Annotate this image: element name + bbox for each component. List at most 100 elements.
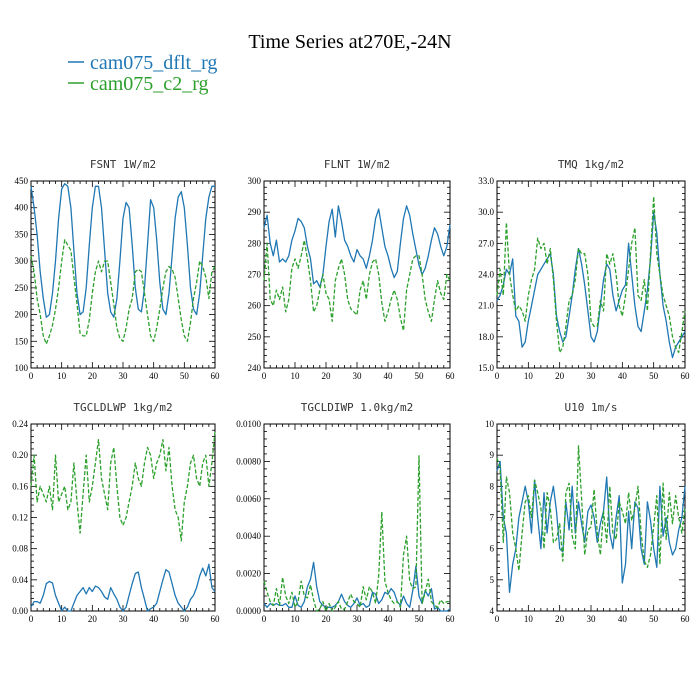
- x-tick-label: 20: [88, 371, 98, 381]
- series-line-0: [30, 183, 215, 318]
- x-tick-label: 0: [495, 614, 500, 624]
- y-tick-label: 15.0: [478, 363, 494, 373]
- x-tick-label: 20: [322, 614, 332, 624]
- panel-title: FSNT 1W/m2: [90, 158, 156, 171]
- y-tick-label: 0.24: [12, 419, 28, 429]
- plot-frame: [30, 423, 216, 612]
- x-tick-label: 10: [524, 371, 534, 381]
- y-tick-label: 24.0: [478, 270, 494, 280]
- legend: cam075_dflt_rg cam075_c2_rg: [68, 52, 217, 95]
- x-tick-label: 30: [587, 614, 597, 624]
- x-tick-label: 60: [446, 371, 456, 381]
- y-tick-label: 30.0: [478, 207, 494, 217]
- y-tick-label: 400: [15, 203, 29, 213]
- x-tick-label: 20: [88, 614, 98, 624]
- x-tick-label: 0: [495, 371, 500, 381]
- x-tick-label: 40: [384, 371, 394, 381]
- y-tick-label: 21.0: [478, 301, 494, 311]
- x-tick-label: 50: [649, 614, 659, 624]
- series-line-1: [30, 239, 216, 345]
- panel-title: TGCLDIWP 1.0kg/m2: [301, 401, 414, 414]
- y-tick-label: 240: [248, 363, 262, 373]
- x-tick-label: 50: [180, 371, 190, 381]
- x-tick-label: 10: [524, 614, 534, 624]
- x-tick-label: 30: [353, 614, 363, 624]
- y-tick-label: 290: [248, 207, 262, 217]
- y-tick-label: 5: [490, 575, 495, 585]
- y-tick-label: 150: [15, 336, 29, 346]
- y-tick-label: 250: [15, 283, 29, 293]
- series-line-1: [496, 195, 686, 354]
- x-tick-label: 30: [353, 371, 363, 381]
- x-tick-label: 20: [555, 614, 565, 624]
- plot-frame: [496, 423, 686, 612]
- x-tick-label: 60: [681, 614, 691, 624]
- series-line-0: [263, 561, 451, 612]
- panel-title: TMQ 1kg/m2: [558, 158, 624, 171]
- x-tick-label: 60: [211, 614, 221, 624]
- y-tick-label: 7: [490, 513, 495, 523]
- y-tick-label: 18.0: [478, 332, 494, 342]
- x-tick-label: 40: [384, 614, 394, 624]
- legend-label-c2: cam075_c2_rg: [90, 73, 209, 95]
- y-tick-label: 350: [15, 229, 29, 239]
- series-line-1: [496, 445, 686, 572]
- panel-title: U10 1m/s: [565, 401, 618, 414]
- x-tick-label: 60: [211, 371, 221, 381]
- x-tick-label: 40: [149, 371, 159, 381]
- x-tick-label: 50: [180, 614, 190, 624]
- x-tick-label: 40: [618, 614, 628, 624]
- series-line-1: [263, 239, 451, 332]
- legend-item-c2: cam075_c2_rg: [68, 73, 209, 95]
- x-tick-label: 30: [119, 371, 129, 381]
- y-tick-label: 0.12: [12, 513, 28, 523]
- y-tick-label: 6: [490, 544, 495, 554]
- legend-label-dflt: cam075_dflt_rg: [90, 52, 217, 74]
- panel-grid: FSNT 1W/m20 10 20 30 40 50 6010015020025030035…: [12, 158, 690, 624]
- series-line-0: [496, 211, 686, 359]
- y-tick-label: 0.20: [12, 450, 28, 460]
- y-tick-label: 0.00: [12, 606, 28, 616]
- y-tick-label: 0.0040: [236, 531, 261, 541]
- y-tick-label: 0.0080: [236, 456, 261, 466]
- x-tick-label: 0: [262, 371, 267, 381]
- y-tick-label: 0.0060: [236, 494, 261, 504]
- y-tick-label: 0.0100: [236, 419, 261, 429]
- series-line-0: [30, 563, 216, 612]
- x-tick-label: 10: [57, 371, 67, 381]
- x-tick-label: 20: [555, 371, 565, 381]
- y-tick-label: 250: [248, 332, 262, 342]
- x-tick-label: 30: [587, 371, 597, 381]
- panel-1: FLNT 1W/m2 0 10 20 30 40 50 60 240 250 260 270 280 29…: [248, 158, 456, 381]
- series-line-1: [263, 455, 450, 612]
- panel-5: U10 1m/s 0 10 20 30 40 50 60 4 5 6 7 8 9 10: [485, 401, 690, 624]
- y-tick-label: 8: [490, 481, 495, 491]
- y-tick-label: 100: [15, 363, 29, 373]
- y-tick-label: 4: [490, 606, 495, 616]
- legend-item-dflt: cam075_dflt_rg: [68, 52, 217, 74]
- x-tick-label: 50: [415, 371, 425, 381]
- x-tick-label: 40: [618, 371, 628, 381]
- y-tick-label: 10: [485, 419, 495, 429]
- x-tick-label: 10: [57, 614, 67, 624]
- figure-title: Time Series at270E,-24N: [248, 31, 451, 53]
- x-tick-label: 10: [291, 371, 301, 381]
- x-tick-label: 0: [262, 614, 267, 624]
- panel-title: FLNT 1W/m2: [324, 158, 390, 171]
- y-tick-label: 33.0: [478, 176, 494, 186]
- y-tick-label: 260: [248, 301, 262, 311]
- x-tick-label: 0: [29, 614, 34, 624]
- x-tick-label: 60: [681, 371, 691, 381]
- y-tick-label: 0.08: [12, 544, 28, 554]
- x-tick-label: 40: [149, 614, 159, 624]
- x-tick-label: 10: [291, 614, 301, 624]
- y-tick-label: 300: [15, 256, 29, 266]
- panel-0: FSNT 1W/m2 0 10 20 30 40 50 60 100 150 200 250 300 35…: [15, 158, 221, 381]
- y-tick-label: 0.16: [12, 481, 28, 491]
- plot-frame: [263, 423, 451, 612]
- x-tick-label: 30: [119, 614, 129, 624]
- series-line-0: [263, 205, 451, 288]
- x-tick-label: 0: [29, 371, 34, 381]
- x-tick-label: 20: [322, 371, 332, 381]
